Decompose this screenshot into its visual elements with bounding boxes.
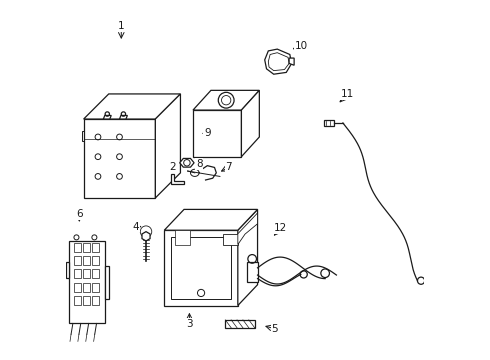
- Polygon shape: [120, 116, 127, 119]
- Text: 7: 7: [225, 162, 232, 172]
- Polygon shape: [225, 320, 255, 328]
- Polygon shape: [84, 94, 180, 119]
- Text: 2: 2: [169, 162, 176, 172]
- Polygon shape: [84, 119, 155, 198]
- Polygon shape: [66, 262, 69, 278]
- Polygon shape: [142, 231, 150, 241]
- Polygon shape: [172, 174, 184, 184]
- Text: 4: 4: [132, 222, 139, 231]
- Polygon shape: [105, 266, 109, 299]
- Polygon shape: [69, 241, 105, 323]
- Polygon shape: [247, 262, 258, 282]
- Text: 3: 3: [186, 319, 193, 329]
- Polygon shape: [180, 158, 194, 167]
- Polygon shape: [164, 230, 238, 306]
- Polygon shape: [164, 210, 258, 230]
- Polygon shape: [223, 234, 238, 244]
- Polygon shape: [324, 120, 334, 126]
- Text: 10: 10: [295, 41, 308, 50]
- Polygon shape: [242, 90, 259, 157]
- Text: 6: 6: [76, 209, 83, 219]
- Polygon shape: [155, 94, 180, 198]
- Polygon shape: [238, 213, 258, 244]
- Polygon shape: [238, 210, 258, 306]
- Text: 11: 11: [341, 89, 354, 99]
- Polygon shape: [193, 110, 242, 157]
- Text: 12: 12: [273, 224, 287, 233]
- Text: 1: 1: [118, 21, 124, 31]
- Text: 8: 8: [196, 159, 202, 169]
- Polygon shape: [175, 230, 190, 244]
- Polygon shape: [289, 58, 294, 65]
- Polygon shape: [265, 49, 292, 74]
- Polygon shape: [193, 90, 259, 110]
- Polygon shape: [103, 116, 111, 119]
- Text: 5: 5: [271, 324, 278, 334]
- Text: 9: 9: [204, 129, 211, 138]
